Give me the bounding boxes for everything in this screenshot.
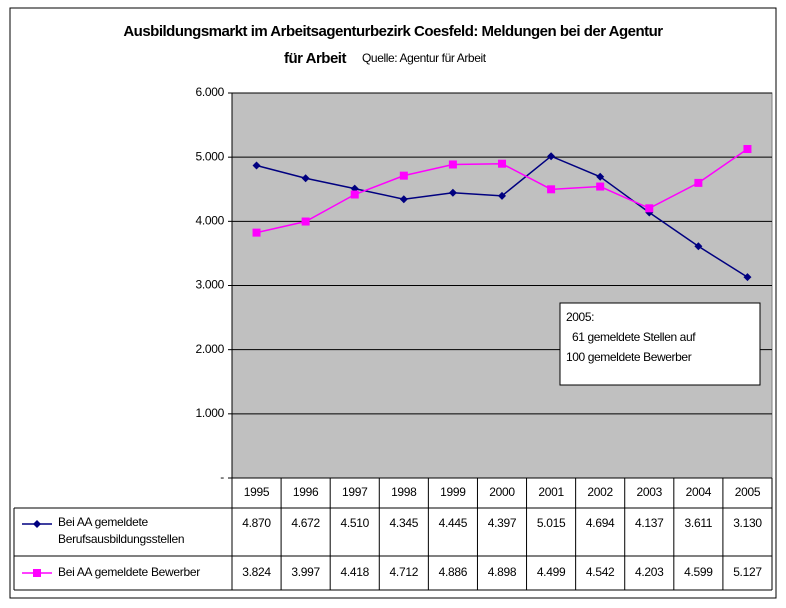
marker [301,217,310,226]
x-tick-label: 2001 [538,485,564,499]
data-label: 4.418 [340,565,369,579]
y-tick-label: 6.000 [195,85,224,99]
legend-text: Bei AA gemeldete Berufsausbildungsstelle… [58,515,185,546]
annotation-box [559,302,761,386]
legend-key [33,520,41,528]
marker [547,152,556,161]
x-tick-label: 2004 [686,485,712,499]
chart-title: Ausbildungsmarkt im Arbeitsagenturbezirk… [123,23,663,40]
data-label: 4.445 [439,516,468,530]
data-label: 4.886 [439,565,468,579]
x-tick-label: 2002 [587,485,613,499]
marker [252,161,261,170]
data-label: 4.542 [586,565,615,579]
data-label: 5.127 [733,565,762,579]
marker [694,242,703,251]
y-tick-label: 1.000 [195,406,224,420]
data-label: 5.015 [537,516,566,530]
annotation-text: 2005: [566,310,594,324]
data-label: 4.203 [635,565,664,579]
marker [498,159,506,168]
legend-key [33,569,41,577]
legend-label: Bei AA gemeldete Bewerber [58,565,200,579]
legend-text: Bei AA gemeldete Bewerber [58,565,200,579]
data-label: 4.397 [488,516,517,530]
marker [33,520,41,528]
marker [596,182,605,191]
y-tick-label: 3.000 [195,278,224,292]
marker [350,190,359,199]
marker [448,188,457,197]
data-label: 3.611 [685,516,713,530]
chart-title: für Arbeit [284,50,346,67]
data-label: 4.712 [390,565,419,579]
data-label: 3.997 [291,565,320,579]
data-label: 4.599 [684,565,713,579]
x-tick-label: 2003 [637,485,663,499]
x-tick-label: 2005 [735,485,761,499]
x-tick-label: 1997 [342,485,368,499]
data-label: 3.824 [242,565,271,579]
data-label: 4.898 [488,565,517,579]
x-tick-label: 1995 [244,485,270,499]
x-tick-label: 1996 [293,485,319,499]
marker [596,172,605,181]
y-tick-label: 5.000 [195,149,224,163]
marker [547,185,556,194]
data-label: 4.694 [586,516,615,530]
data-label: 4.345 [390,516,419,530]
chart-subtitle: Quelle: Agentur für Arbeit [362,51,487,65]
y-tick-label: 2.000 [195,342,224,356]
data-label: 4.510 [340,516,369,530]
annotation-text: 61 gemeldete Stellen auf [572,330,696,344]
x-tick-label: 2000 [489,485,515,499]
marker [645,204,654,213]
marker [694,178,703,187]
marker [301,174,310,183]
marker [498,191,506,200]
marker [743,145,752,154]
marker [399,171,408,180]
data-label: 4.672 [291,516,320,530]
x-tick-label: 1999 [440,485,466,499]
y-tick-label: 4.000 [195,214,224,228]
marker [448,160,457,169]
marker [743,273,752,282]
y-tick-label: - [220,470,224,484]
data-label: 4.870 [242,516,271,530]
data-label: 4.137 [635,516,664,530]
legend-label: Bei AA gemeldete Berufsausbildungsstelle… [58,515,185,546]
x-tick-label: 1998 [391,485,417,499]
annotation-text: 100 gemeldete Bewerber [566,350,692,364]
data-label: 3.130 [733,516,762,530]
marker [252,228,261,237]
marker [399,195,408,204]
data-label: 4.499 [537,565,566,579]
marker [33,569,41,577]
